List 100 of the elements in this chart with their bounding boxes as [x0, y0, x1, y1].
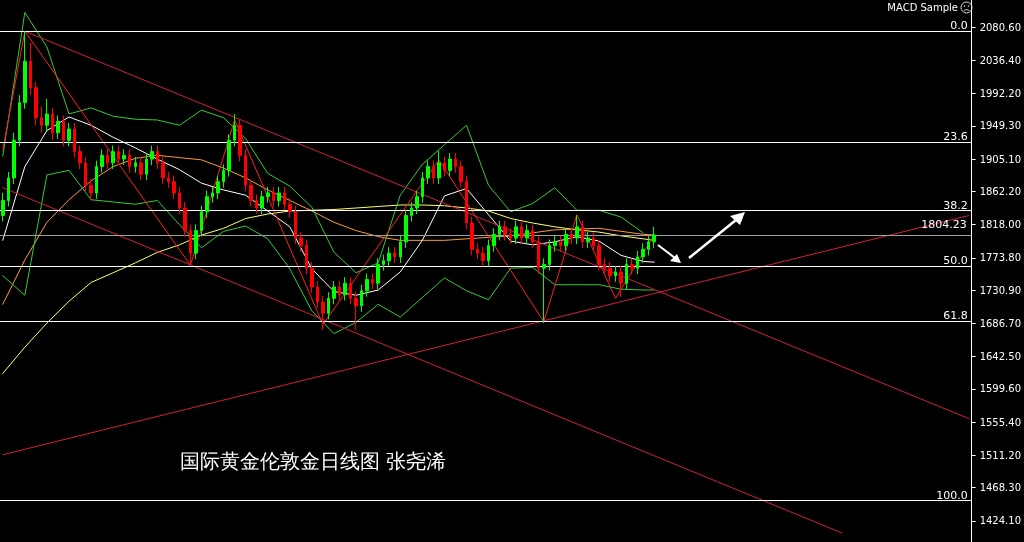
candlestick — [305, 239, 308, 275]
candlestick — [498, 220, 501, 241]
candlestick — [619, 265, 623, 298]
candlestick — [421, 171, 424, 204]
candlestick — [249, 178, 253, 207]
candlestick — [205, 190, 209, 219]
candlestick — [161, 156, 165, 185]
y-tick-label: 1555.40 — [979, 416, 1022, 428]
candlestick — [520, 220, 523, 245]
candlestick — [542, 257, 546, 324]
line-series — [2, 30, 655, 326]
candlestick — [503, 220, 507, 241]
ref-line-label: 1804.23 — [921, 217, 967, 231]
candlestick — [360, 284, 363, 313]
candlestick — [603, 257, 606, 275]
candlestick — [200, 205, 203, 238]
y2-tick-label: 38.2 — [943, 198, 968, 212]
candlestick — [183, 201, 187, 238]
candlestick — [514, 220, 518, 245]
y-tick-label: 1468.30 — [979, 482, 1022, 494]
candlestick — [128, 148, 131, 174]
candlestick — [73, 122, 76, 159]
y2-tick-label: 23.6 — [943, 130, 968, 144]
y-tick-label: 1424.10 — [979, 515, 1022, 527]
y-tick-label: 1686.70 — [979, 317, 1022, 329]
candlestick — [145, 152, 148, 181]
y2-tick-label: 61.8 — [943, 309, 968, 323]
candlestick — [597, 239, 601, 271]
candlestick — [481, 246, 485, 268]
candlestick — [139, 156, 143, 181]
candlestick — [426, 160, 430, 185]
candlestick — [404, 209, 408, 249]
candlestick — [51, 107, 54, 141]
candlestick — [636, 250, 639, 275]
candlestick — [34, 81, 38, 126]
candlestick — [12, 132, 16, 185]
y-tick-label: 1730.90 — [979, 284, 1022, 296]
candlestick — [117, 145, 120, 166]
candlestick — [62, 114, 65, 147]
candlestick — [387, 246, 391, 268]
candlestick — [443, 156, 446, 177]
candlestick — [277, 186, 281, 207]
candlestick — [393, 246, 396, 264]
y-tick-label: 1773.80 — [979, 252, 1022, 264]
candlestick — [492, 227, 496, 253]
candlestick — [106, 148, 109, 170]
y2-tick-label: 50.0 — [943, 253, 968, 267]
y-tick-label: 1992.20 — [979, 88, 1022, 100]
candlestick — [432, 160, 435, 185]
candlestick — [29, 42, 32, 96]
candlestick — [570, 227, 573, 245]
candlestick — [338, 280, 341, 302]
candlestick — [18, 94, 21, 147]
candlestick — [7, 171, 10, 207]
candlestick — [167, 171, 170, 189]
candlestick — [641, 242, 645, 264]
candlestick — [1, 192, 5, 223]
candlestick — [233, 113, 236, 147]
candlestick — [470, 216, 474, 256]
candlestick — [575, 215, 579, 245]
candlestick — [371, 272, 374, 290]
y-tick-label: 1599.60 — [979, 383, 1022, 395]
candlestick — [448, 152, 452, 177]
candlestick — [625, 257, 628, 290]
candlestick — [67, 122, 71, 147]
candlestick — [255, 193, 258, 215]
candlestick — [40, 105, 43, 134]
y-tick-label: 1949.30 — [979, 120, 1022, 132]
candlestick — [553, 235, 557, 253]
candlestick — [630, 257, 634, 275]
candlestick — [283, 186, 286, 211]
annotation: MACD Sample — [887, 1, 959, 13]
candlestick — [647, 235, 650, 256]
candlestick — [614, 265, 617, 283]
candlestick — [266, 186, 270, 204]
candlestick — [310, 261, 314, 294]
candlestick — [211, 186, 214, 204]
candlestick — [564, 227, 568, 253]
candlestick — [321, 295, 325, 331]
candlestick — [56, 114, 60, 140]
candlestick — [244, 148, 247, 192]
candlestick — [586, 231, 590, 249]
annotation: 国际黄金伦敦金日线图 张尧浠 — [180, 449, 447, 473]
candlestick — [272, 186, 275, 207]
candlestick — [382, 254, 385, 271]
candlestick — [134, 156, 137, 174]
candlestick — [172, 175, 176, 200]
y2-tick-label: 0.0 — [950, 19, 968, 33]
candlestick — [487, 239, 490, 268]
candlestick — [78, 145, 82, 170]
line-series — [2, 11, 644, 274]
candlestick — [332, 280, 336, 305]
candlestick — [410, 201, 413, 223]
candlestick — [178, 186, 181, 215]
candlestick — [343, 276, 347, 302]
candlestick — [376, 257, 380, 290]
candlestick — [537, 235, 540, 275]
candlestick — [531, 224, 534, 249]
candlestick — [194, 224, 198, 260]
candlestick — [294, 205, 297, 245]
